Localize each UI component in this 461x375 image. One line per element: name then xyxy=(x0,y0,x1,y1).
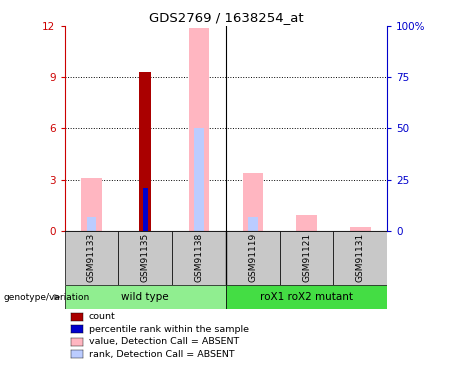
Text: count: count xyxy=(89,312,115,321)
Text: GSM91135: GSM91135 xyxy=(141,233,150,282)
Bar xyxy=(226,231,280,285)
Bar xyxy=(118,231,172,285)
Bar xyxy=(65,231,118,285)
Text: GSM91131: GSM91131 xyxy=(356,233,365,282)
Title: GDS2769 / 1638254_at: GDS2769 / 1638254_at xyxy=(148,11,303,24)
Bar xyxy=(248,217,258,231)
Bar xyxy=(242,173,263,231)
Text: rank, Detection Call = ABSENT: rank, Detection Call = ABSENT xyxy=(89,350,234,358)
Bar xyxy=(65,285,226,309)
Text: GSM91133: GSM91133 xyxy=(87,233,96,282)
Text: genotype/variation: genotype/variation xyxy=(4,292,90,302)
Bar xyxy=(87,217,96,231)
Bar xyxy=(226,285,387,309)
Text: percentile rank within the sample: percentile rank within the sample xyxy=(89,325,248,334)
Bar xyxy=(333,231,387,285)
Bar xyxy=(81,178,101,231)
Bar xyxy=(172,231,226,285)
Bar xyxy=(350,227,371,231)
Bar xyxy=(194,128,204,231)
Text: value, Detection Call = ABSENT: value, Detection Call = ABSENT xyxy=(89,337,239,346)
Text: wild type: wild type xyxy=(121,292,169,302)
Text: GSM91138: GSM91138 xyxy=(195,233,203,282)
Text: GSM91121: GSM91121 xyxy=(302,233,311,282)
Bar xyxy=(142,188,148,231)
Bar xyxy=(296,215,317,231)
Bar xyxy=(139,72,151,231)
Text: roX1 roX2 mutant: roX1 roX2 mutant xyxy=(260,292,353,302)
Text: GSM91119: GSM91119 xyxy=(248,233,257,282)
Bar xyxy=(189,28,209,231)
Bar xyxy=(280,231,333,285)
